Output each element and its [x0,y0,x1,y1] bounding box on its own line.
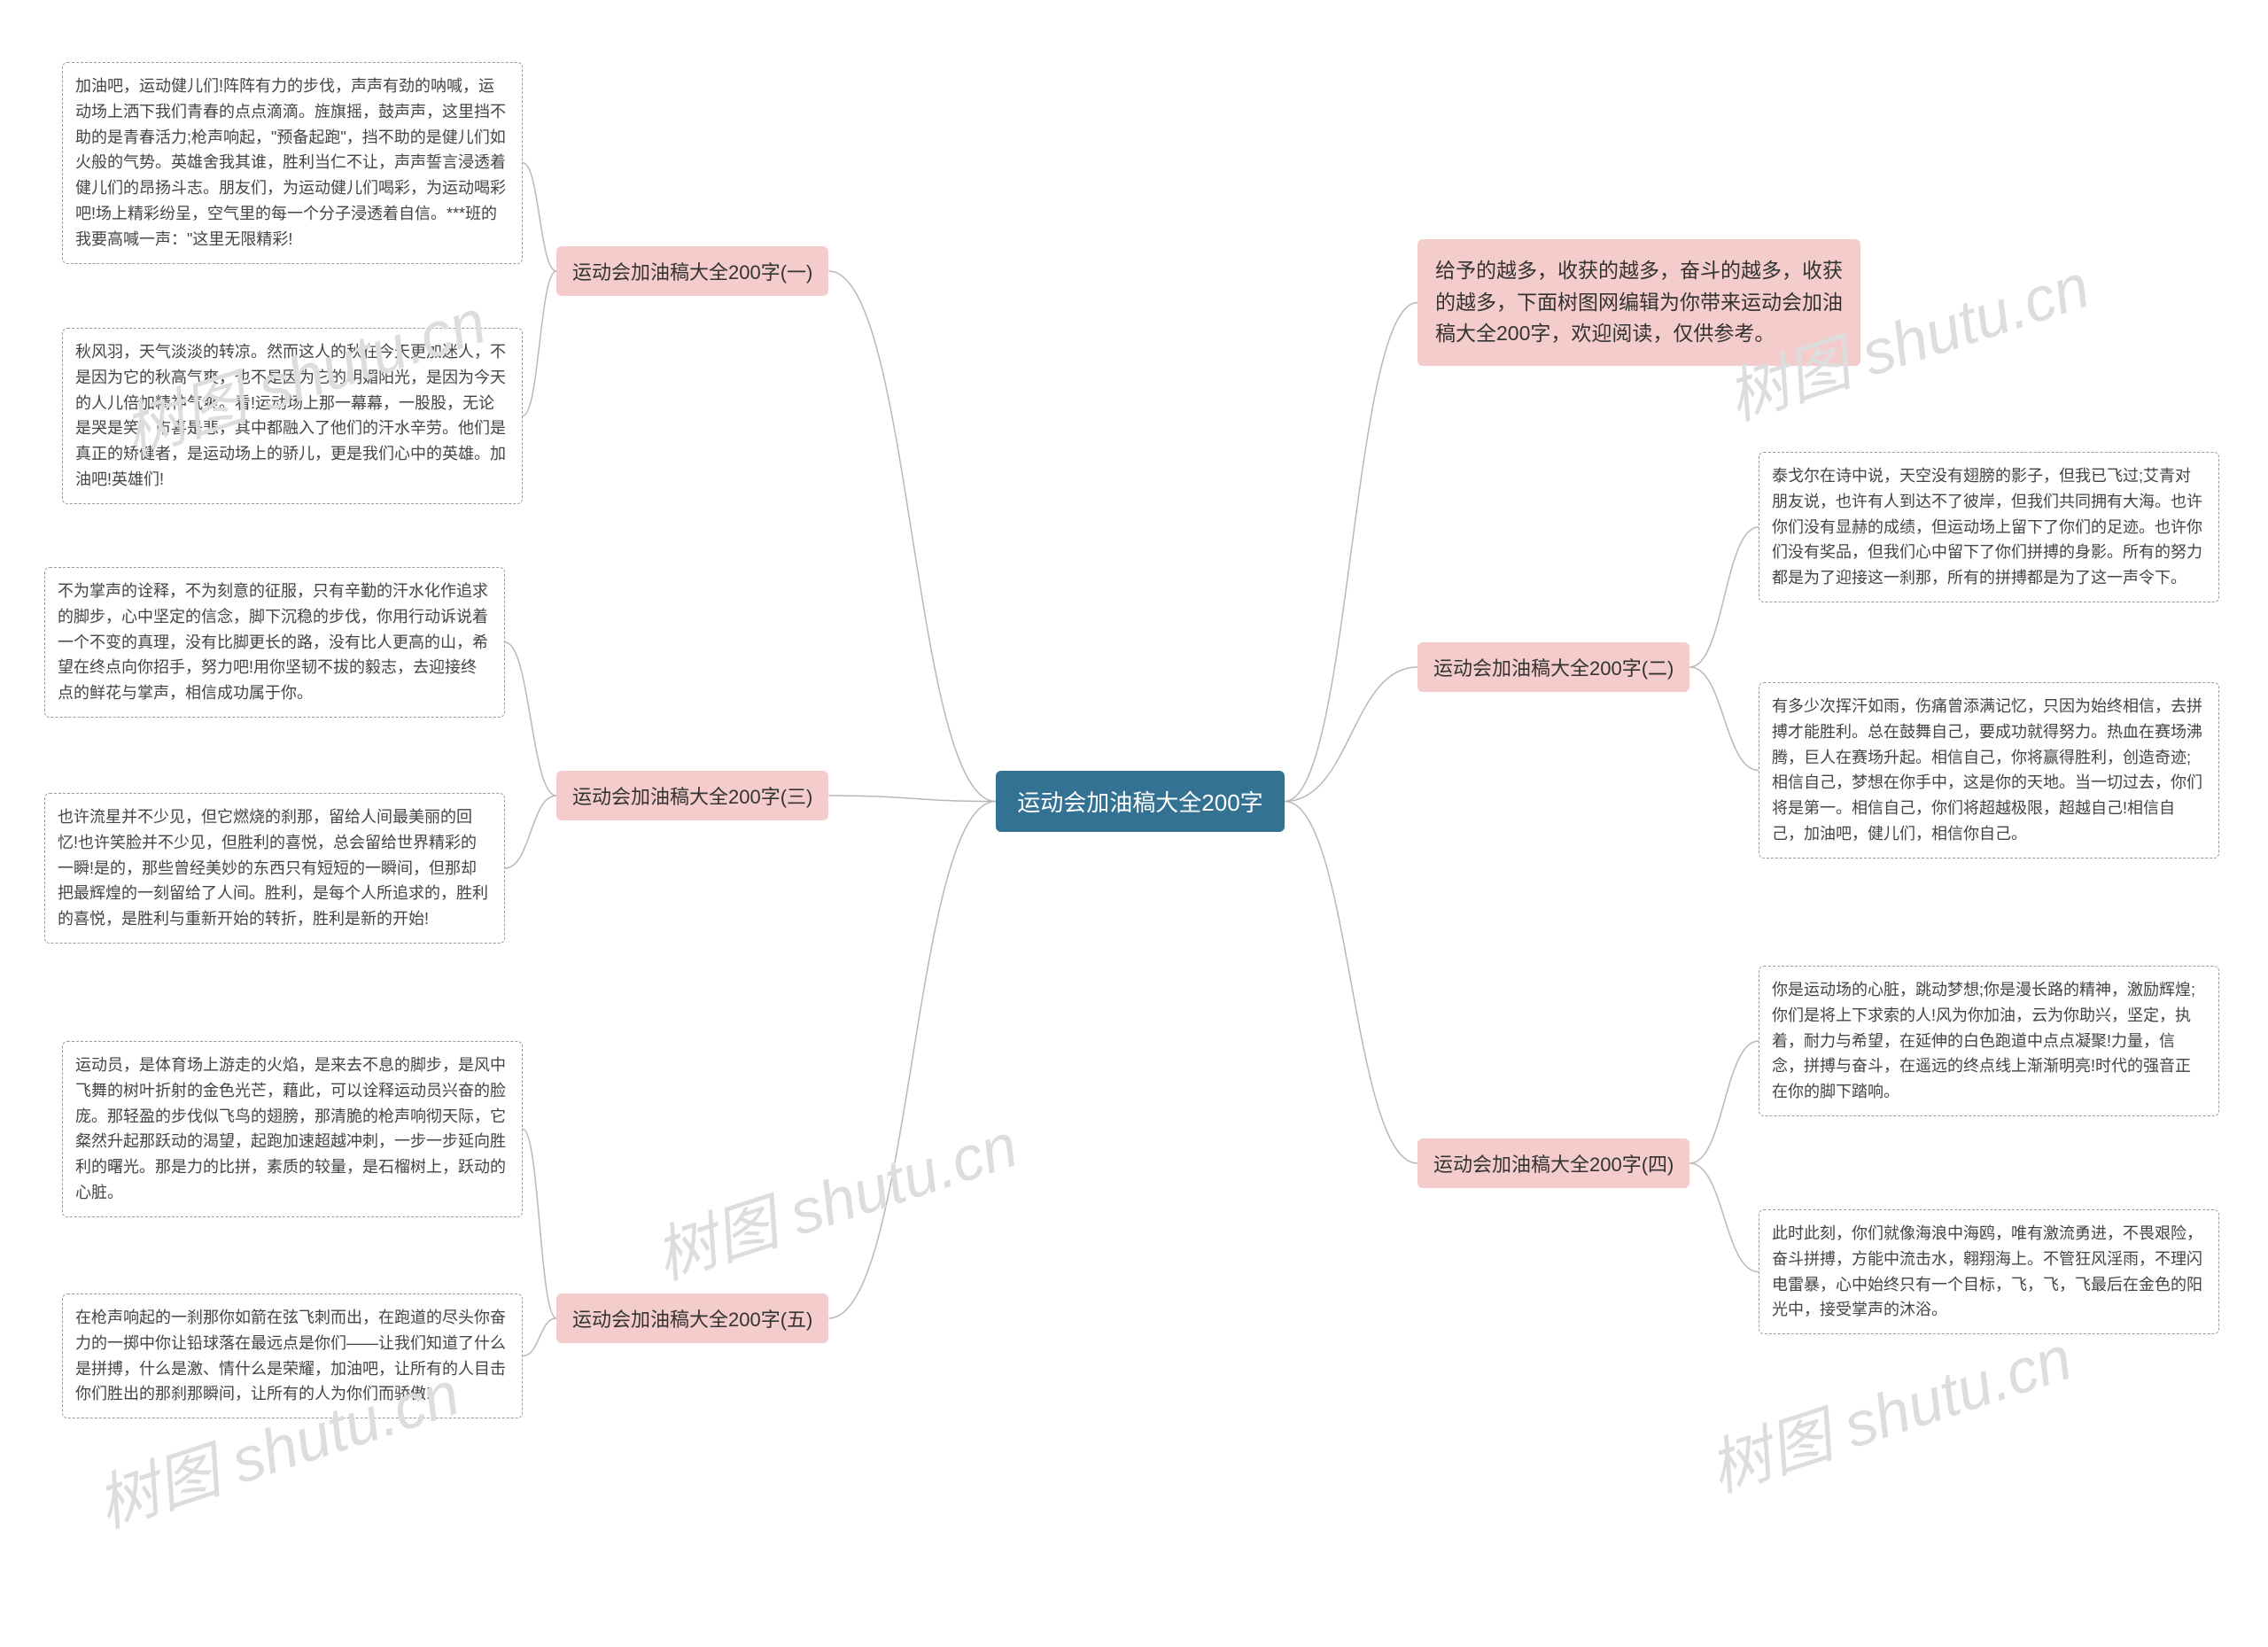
intro-text: 给予的越多，收获的越多，奋斗的越多，收获的越多，下面树图网编辑为你带来运动会加油… [1435,259,1843,345]
intro-node: 给予的越多，收获的越多，奋斗的越多，收获的越多，下面树图网编辑为你带来运动会加油… [1418,239,1860,366]
leaf-text: 不为掌声的诠释，不为刻意的征服，只有辛勤的汗水化作追求的脚步，心中坚定的信念，脚… [58,582,488,702]
leaf-text: 也许流星并不少见，但它燃烧的刹那，留给人间最美丽的回忆!也许笑脸并不少见，但胜利… [58,808,488,928]
leaf-node: 此时此刻，你们就像海浪中海鸥，唯有激流勇进，不畏艰险，奋斗拼搏，方能中流击水，翱… [1759,1209,2219,1334]
watermark: 树图 shutu.cn [642,1096,1028,1297]
leaf-node: 运动员，是体育场上游走的火焰，是来去不息的脚步，是风中飞舞的树叶折射的金色光芒，… [62,1041,523,1217]
watermark-text: 树图 shutu.cn [647,1110,1025,1292]
leaf-node: 加油吧，运动健儿们!阵阵有力的步伐，声声有劲的呐喊，运动场上洒下我们青春的点点滴… [62,62,523,264]
section-label: 运动会加油稿大全200字(一) [572,261,812,284]
section-node-s5: 运动会加油稿大全200字(五) [556,1294,828,1343]
leaf-text: 秋风羽，天气淡淡的转凉。然而这人的秋在今天更加迷人，不是因为它的秋高气爽，也不是… [75,343,506,488]
leaf-text: 你是运动场的心脏，跳动梦想;你是漫长路的精神，激励辉煌;你们是将上下求索的人!风… [1772,981,2195,1100]
leaf-node: 不为掌声的诠释，不为刻意的征服，只有辛勤的汗水化作追求的脚步，心中坚定的信念，脚… [44,567,505,718]
section-label: 运动会加油稿大全200字(三) [572,786,812,808]
section-node-s2: 运动会加油稿大全200字(二) [1418,642,1689,692]
leaf-text: 泰戈尔在诗中说，天空没有翅膀的影子，但我已飞过;艾青对朋友说，也许有人到达不了彼… [1772,467,2202,587]
leaf-node: 在枪声响起的一刹那你如箭在弦飞刺而出，在跑道的尽头你奋力的一掷中你让铅球落在最远… [62,1294,523,1418]
section-label: 运动会加油稿大全200字(五) [572,1309,812,1331]
center-node: 运动会加油稿大全200字 [996,771,1285,832]
section-label: 运动会加油稿大全200字(四) [1433,1154,1674,1176]
leaf-node: 你是运动场的心脏，跳动梦想;你是漫长路的精神，激励辉煌;你们是将上下求索的人!风… [1759,966,2219,1116]
leaf-node: 泰戈尔在诗中说，天空没有翅膀的影子，但我已飞过;艾青对朋友说，也许有人到达不了彼… [1759,452,2219,602]
watermark-text: 树图 shutu.cn [1701,1323,2079,1504]
leaf-node: 也许流星并不少见，但它燃烧的刹那，留给人间最美丽的回忆!也许笑脸并不少见，但胜利… [44,793,505,944]
leaf-node: 秋风羽，天气淡淡的转凉。然而这人的秋在今天更加迷人，不是因为它的秋高气爽，也不是… [62,328,523,504]
leaf-text: 加油吧，运动健儿们!阵阵有力的步伐，声声有劲的呐喊，运动场上洒下我们青春的点点滴… [75,77,506,248]
leaf-text: 在枪声响起的一刹那你如箭在弦飞刺而出，在跑道的尽头你奋力的一掷中你让铅球落在最远… [75,1309,506,1402]
leaf-node: 有多少次挥汗如雨，伤痛曾添满记忆，只因为始终相信，去拼搏才能胜利。总在鼓舞自己，… [1759,682,2219,858]
center-label: 运动会加油稿大全200字 [1017,789,1262,816]
section-node-s1: 运动会加油稿大全200字(一) [556,246,828,296]
section-node-s3: 运动会加油稿大全200字(三) [556,771,828,820]
watermark: 树图 shutu.cn [1697,1309,2082,1510]
leaf-text: 运动员，是体育场上游走的火焰，是来去不息的脚步，是风中飞舞的树叶折射的金色光芒，… [75,1056,506,1201]
leaf-text: 有多少次挥汗如雨，伤痛曾添满记忆，只因为始终相信，去拼搏才能胜利。总在鼓舞自己，… [1772,697,2202,843]
section-node-s4: 运动会加油稿大全200字(四) [1418,1138,1689,1188]
section-label: 运动会加油稿大全200字(二) [1433,657,1674,680]
leaf-text: 此时此刻，你们就像海浪中海鸥，唯有激流勇进，不畏艰险，奋斗拼搏，方能中流击水，翱… [1772,1224,2202,1318]
